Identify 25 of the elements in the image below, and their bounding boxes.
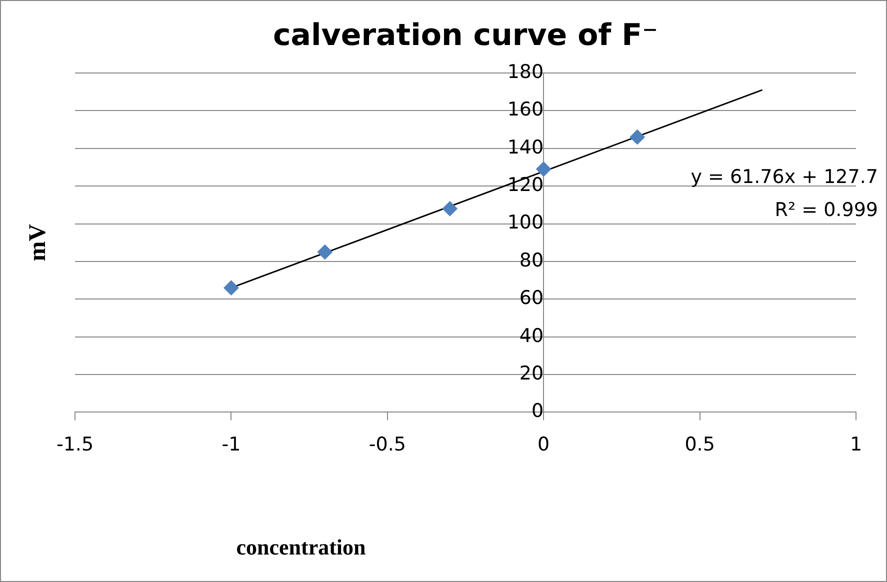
x-tick-label: 0.5 (684, 434, 715, 456)
y-tick-label: 60 (519, 287, 544, 310)
x-axis-title: concentration (236, 534, 366, 560)
point (317, 244, 332, 260)
point (536, 162, 552, 177)
y-tick-label: 100 (507, 212, 544, 234)
y-tick-label: 120 (507, 174, 544, 196)
x-tick-label: -1 (222, 434, 241, 456)
x-tick-label: -0.5 (368, 434, 406, 456)
y-tick-label: 140 (507, 136, 544, 158)
annotation: R² = 0.999 (774, 198, 878, 221)
y-tick-label: 80 (519, 249, 544, 272)
point (630, 130, 645, 145)
y-tick-label: 40 (519, 324, 544, 347)
point (224, 280, 239, 296)
annotation: y = 61.76x + 127.7 (690, 166, 878, 188)
y-tick-label: 160 (507, 98, 544, 121)
y-tick-label: 180 (507, 60, 544, 83)
x-tick-label: -1.5 (56, 434, 94, 456)
y-tick-label: 20 (519, 362, 544, 384)
x-tick-label: 1 (850, 434, 862, 456)
y-axis-title: mV (25, 223, 52, 262)
chart-title: calveration curve of F⁻ (272, 18, 658, 53)
y-tick-label: 0 (532, 400, 544, 422)
point (442, 201, 458, 216)
